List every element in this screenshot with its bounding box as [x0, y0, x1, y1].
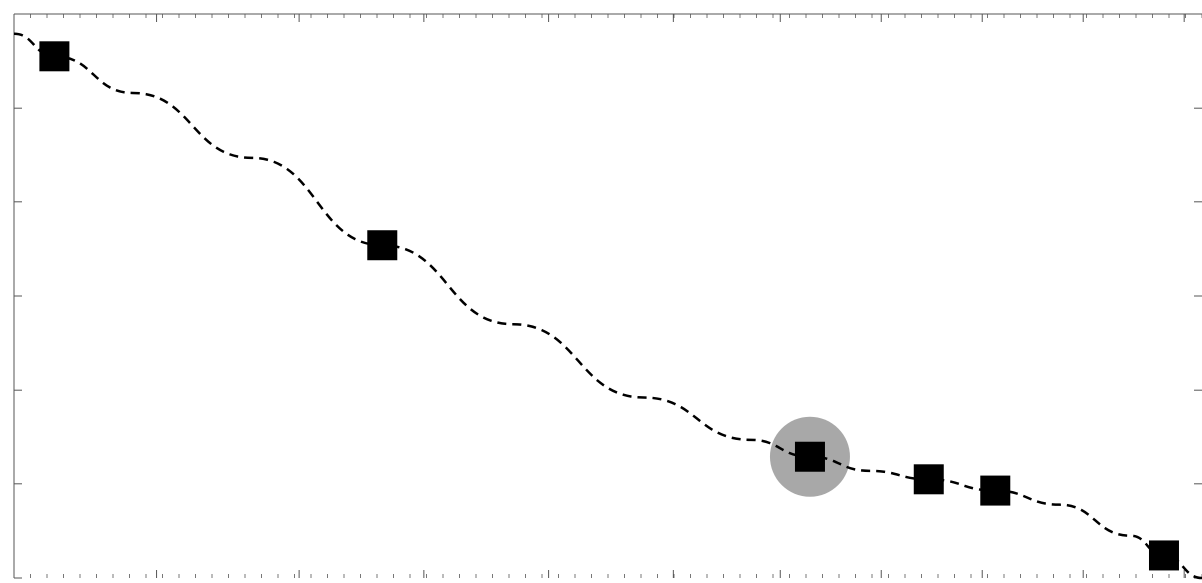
data-point-square: [1148, 540, 1179, 571]
data-point-square: [39, 41, 70, 72]
data-point-square: [913, 464, 944, 495]
data-point-square: [794, 441, 825, 472]
dashed-fit-curve: [13, 32, 1202, 580]
marker-layer: [39, 41, 1179, 571]
data-point-square: [980, 475, 1011, 506]
chart-axes: [13, 13, 1202, 579]
curve-layer: [13, 32, 1202, 580]
data-point-square: [367, 230, 398, 261]
